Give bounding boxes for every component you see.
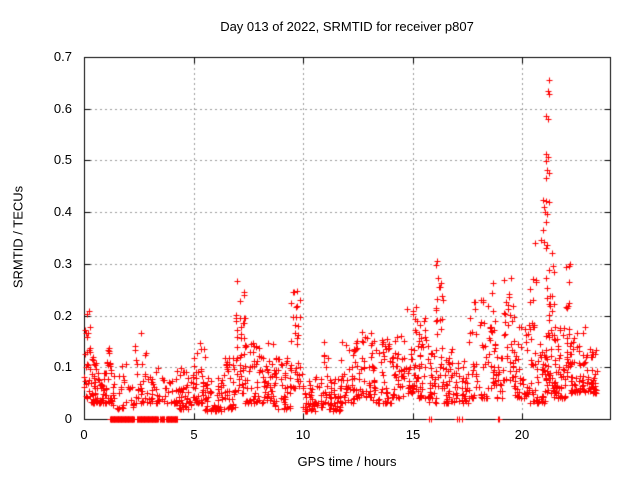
x-tick-label: 20 — [514, 427, 530, 442]
y-tick-label: 0.6 — [53, 101, 72, 116]
y-tick-label: 0.7 — [53, 49, 72, 64]
x-tick-label: 0 — [80, 427, 88, 442]
x-tick-label: 15 — [405, 427, 421, 442]
y-tick-label: 0.4 — [53, 204, 72, 219]
y-tick-label: 0.3 — [53, 256, 72, 271]
x-tick-label: 10 — [295, 427, 311, 442]
y-axis-title: SRMTID / TECUs — [10, 185, 26, 289]
y-tick-label: 0.5 — [53, 152, 72, 167]
x-tick-label: 5 — [190, 427, 198, 442]
y-tick-label: 0.1 — [53, 359, 72, 374]
chart-title: Day 013 of 2022, SRMTID for receiver p80… — [220, 19, 474, 34]
x-axis-title: GPS time / hours — [297, 454, 397, 469]
y-tick-label: 0 — [64, 411, 72, 426]
y-tick-label: 0.2 — [53, 308, 72, 323]
